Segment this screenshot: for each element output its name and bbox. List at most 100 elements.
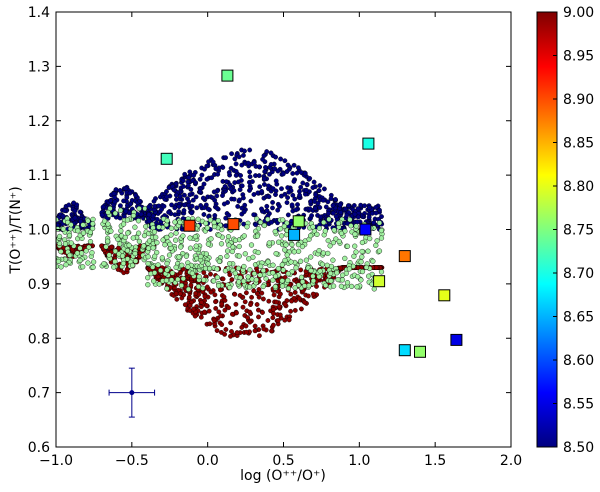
model-point-mid — [164, 260, 170, 267]
model-point-mid — [226, 242, 232, 248]
model-point-mid — [358, 259, 364, 265]
model-point-high — [222, 307, 228, 313]
model-point-high — [245, 315, 251, 320]
model-point-low — [266, 183, 271, 189]
model-point-mid — [169, 270, 176, 276]
model-point-low — [180, 178, 186, 184]
model-point-mid — [270, 277, 276, 283]
model-point-mid — [354, 284, 360, 290]
model-point-mid — [90, 221, 96, 227]
model-point-low — [229, 151, 235, 157]
model-point-mid — [132, 224, 138, 230]
model-point-low — [199, 172, 205, 178]
model-point-mid — [241, 233, 247, 239]
model-point-high — [124, 266, 130, 272]
model-point-low — [362, 203, 367, 209]
model-point-mid — [86, 244, 92, 250]
model-point-mid — [246, 256, 252, 262]
model-point-low — [275, 168, 281, 174]
model-point-mid — [166, 252, 173, 258]
model-point-mid — [146, 238, 153, 244]
model-point-low — [238, 173, 244, 178]
model-point-low — [194, 205, 200, 211]
model-point-low — [257, 184, 263, 190]
x-tick-label: 1.0 — [348, 453, 370, 469]
model-point-mid — [235, 265, 242, 271]
model-point-low — [307, 175, 313, 181]
model-point-mid — [172, 219, 178, 225]
model-point-low — [146, 204, 152, 210]
model-point-mid — [163, 277, 170, 284]
model-point-low — [185, 183, 191, 188]
model-point-low — [338, 210, 344, 215]
model-point-mid — [257, 272, 263, 278]
model-point-mid — [122, 234, 128, 241]
model-point-mid — [340, 272, 346, 278]
model-point-low — [317, 183, 323, 189]
model-point-mid — [335, 220, 342, 226]
model-point-low — [325, 210, 331, 216]
observation-marker — [398, 250, 411, 263]
model-point-high — [277, 312, 283, 318]
model-point-high — [254, 291, 260, 296]
model-point-mid — [58, 249, 64, 255]
x-tick-label: 0.0 — [197, 453, 219, 469]
model-point-low — [316, 188, 322, 193]
colorbar-tick-label: 8.60 — [563, 353, 594, 369]
model-point-low — [343, 206, 348, 212]
model-point-high — [242, 299, 248, 305]
model-point-low — [272, 166, 278, 172]
model-point-mid — [273, 251, 279, 257]
model-point-mid — [132, 251, 138, 257]
model-point-mid — [141, 243, 147, 249]
model-point-mid — [101, 261, 107, 267]
model-point-low — [223, 155, 229, 161]
model-point-mid — [168, 225, 175, 231]
model-point-mid — [338, 283, 345, 289]
model-point-low — [366, 214, 372, 220]
model-point-mid — [232, 270, 238, 276]
model-point-high — [239, 324, 245, 330]
model-point-high — [173, 291, 179, 297]
model-point-mid — [164, 218, 170, 224]
model-point-low — [232, 156, 238, 162]
model-point-mid — [376, 248, 383, 254]
model-point-high — [174, 296, 180, 302]
model-point-low — [323, 223, 329, 229]
model-point-low — [211, 189, 217, 195]
model-point-mid — [316, 248, 322, 254]
model-point-low — [247, 174, 253, 180]
model-point-low — [295, 165, 301, 171]
model-point-high — [198, 314, 204, 320]
model-point-high — [255, 307, 261, 313]
model-point-low — [253, 222, 259, 228]
model-point-low — [164, 189, 169, 194]
model-point-low — [66, 202, 72, 208]
model-point-mid — [281, 223, 287, 229]
model-point-high — [271, 292, 277, 298]
model-point-low — [276, 203, 282, 209]
model-point-low — [173, 192, 179, 198]
model-point-low — [259, 206, 264, 212]
model-point-low — [72, 215, 78, 221]
model-point-low — [133, 192, 139, 198]
model-point-mid — [205, 241, 212, 247]
model-point-mid — [359, 269, 366, 275]
model-point-low — [212, 213, 218, 218]
model-point-mid — [270, 270, 276, 276]
model-point-low — [124, 195, 130, 201]
model-point-high — [266, 298, 272, 304]
model-point-low — [270, 186, 276, 192]
model-point-high — [270, 315, 276, 321]
model-point-high — [219, 322, 225, 327]
model-point-low — [172, 205, 178, 211]
model-point-mid — [145, 254, 151, 260]
model-point-mid — [208, 236, 214, 242]
model-point-mid — [303, 257, 310, 263]
model-point-low — [127, 201, 133, 207]
model-point-mid — [283, 242, 289, 248]
model-point-mid — [222, 268, 229, 274]
model-point-mid — [68, 240, 74, 246]
model-point-mid — [236, 279, 242, 285]
model-point-high — [222, 297, 228, 303]
